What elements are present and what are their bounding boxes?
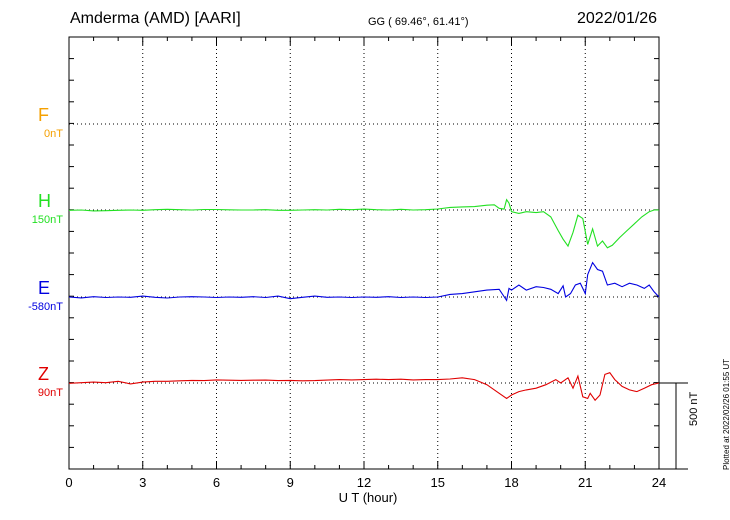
baseline-value-z: 90nT — [37, 387, 63, 399]
x-tick-label: 12 — [356, 475, 372, 490]
x-tick-label: 21 — [578, 475, 593, 490]
x-tick-label: 0 — [65, 475, 73, 490]
trace-z — [68, 372, 660, 402]
header-coords: GG ( 69.46°, 61.41°) — [368, 16, 469, 28]
x-tick-label: 15 — [430, 475, 445, 490]
header-station: Amderma (AMD) [AARI] — [70, 10, 241, 27]
x-tick-label: 24 — [651, 475, 667, 490]
header-date: 2022/01/26 — [577, 10, 658, 27]
x-tick-label: 18 — [504, 475, 519, 490]
component-label-h: H — [38, 191, 51, 211]
component-label-z: Z — [38, 364, 49, 384]
scale-bar-label: 500 nT — [688, 391, 700, 426]
plotted-timestamp: Plotted at 2022/02/26 01:55 UT — [722, 358, 730, 470]
x-axis-label: U T (hour) — [338, 490, 398, 505]
trace-h — [68, 198, 659, 249]
x-tick-label: 9 — [286, 475, 294, 490]
baseline-value-h: 150nT — [31, 214, 63, 226]
x-tick-label: 3 — [139, 475, 147, 490]
baseline-value-f: 0nT — [44, 128, 63, 140]
trace-e — [68, 261, 660, 302]
x-tick-label: 6 — [212, 475, 221, 490]
component-label-f: F — [38, 105, 49, 125]
baseline-value-e: -580nT — [28, 301, 63, 313]
component-label-e: E — [38, 278, 51, 298]
